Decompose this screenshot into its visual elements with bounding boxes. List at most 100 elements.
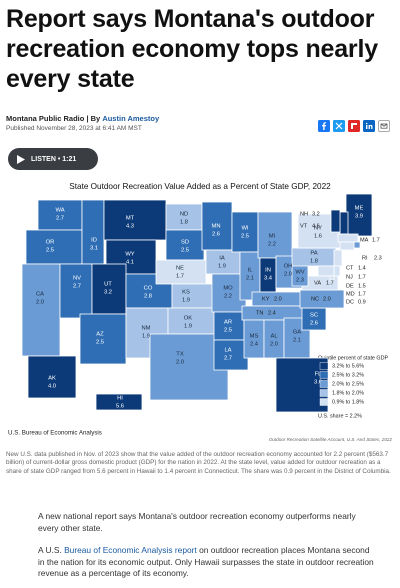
state-value: 3.2 xyxy=(104,290,112,296)
state-shape xyxy=(333,249,343,267)
state-abbr: NV xyxy=(73,276,81,282)
state-value: 2.5 xyxy=(224,328,232,334)
state-abbr: ME xyxy=(355,206,364,212)
paragraph: A new national report says Montana's out… xyxy=(38,511,356,533)
state-shape xyxy=(339,211,349,235)
share-linkedin[interactable] xyxy=(363,120,375,132)
state-abbr: MA xyxy=(360,237,369,243)
state-value: 2.3 xyxy=(374,255,382,261)
state-value: 4.3 xyxy=(126,224,134,230)
state-shape xyxy=(257,211,293,259)
state-value: 4.1 xyxy=(126,260,134,266)
text: on outdoor recreation places Montana sec… xyxy=(38,545,374,578)
state-shape xyxy=(299,289,345,309)
state-value: 3.1 xyxy=(90,246,98,252)
state-value: 2.7 xyxy=(56,216,64,222)
legend-swatch xyxy=(319,398,329,406)
state-value: 2.0 xyxy=(176,360,184,366)
state-value: 1.9 xyxy=(184,324,192,330)
state-abbr: KY xyxy=(262,296,270,302)
author-link[interactable]: Austin Amestoy xyxy=(102,114,160,123)
text: A U.S. xyxy=(38,545,65,555)
state-value: 2.1 xyxy=(246,276,254,282)
state-abbr: MD xyxy=(346,291,355,297)
state-shape xyxy=(213,339,249,371)
share-email[interactable] xyxy=(378,120,390,132)
state-abbr: MI xyxy=(269,234,276,240)
state-shape xyxy=(213,311,245,341)
state-shape xyxy=(333,265,341,277)
state-abbr: GA xyxy=(293,330,302,336)
state-shape xyxy=(317,265,335,277)
state-abbr: NM xyxy=(141,326,150,332)
state-shape xyxy=(103,199,167,241)
listen-button[interactable]: LISTEN • 1:21 xyxy=(8,148,98,170)
state-value: 2.0 xyxy=(323,296,331,302)
state-value: 2.0 xyxy=(284,272,292,278)
share-x[interactable] xyxy=(333,120,345,132)
state-abbr: AL xyxy=(270,334,278,340)
state-abbr: WI xyxy=(241,226,248,232)
map-figure: State Outdoor Recreation Value Added as … xyxy=(0,178,400,446)
map-source-note: Outdoor Recreation Satellite Account, U.… xyxy=(269,437,393,442)
state-value: 1.5 xyxy=(358,283,366,289)
state-abbr: NE xyxy=(176,266,184,272)
state-abbr: VA xyxy=(314,280,321,286)
state-abbr: SD xyxy=(181,240,189,246)
state-abbr: WV xyxy=(295,270,304,276)
byline-prefix: | By xyxy=(86,114,101,123)
state-abbr: IN xyxy=(265,268,271,274)
state-abbr: OH xyxy=(284,264,293,270)
state-value: 1.7 xyxy=(358,291,366,297)
state-shape xyxy=(205,249,241,275)
state-abbr: OR xyxy=(46,240,55,246)
state-value: 2.8 xyxy=(144,294,152,300)
legend-swatch xyxy=(319,371,329,379)
state-shape xyxy=(81,199,105,265)
state-value: 4.0 xyxy=(48,384,56,390)
map-title: State Outdoor Recreation Value Added as … xyxy=(69,182,331,191)
state-value: 1.9 xyxy=(142,334,150,340)
report-link[interactable]: Bureau of Economic Analysis report xyxy=(64,545,197,555)
state-abbr: ID xyxy=(91,238,97,244)
legend-note: U.S. share = 2.2% xyxy=(318,413,362,419)
state-value: 2.5 xyxy=(181,248,189,254)
state-value: 3.4 xyxy=(264,276,273,282)
state-abbr: CO xyxy=(144,286,153,292)
state-value: 2.6 xyxy=(212,232,220,238)
state-shape xyxy=(21,263,61,357)
state-value: 0.9 xyxy=(358,299,366,305)
state-value: 2.1 xyxy=(293,338,301,344)
share-bar xyxy=(318,120,390,132)
state-shape xyxy=(171,283,215,309)
legend-label: 3.2% to 5.6% xyxy=(332,363,364,369)
share-facebook[interactable] xyxy=(318,120,330,132)
state-shape xyxy=(79,313,127,365)
state-abbr: WA xyxy=(55,208,64,214)
state-shape xyxy=(345,193,373,237)
state-value: 2.7 xyxy=(224,356,232,362)
state-value: 2.5 xyxy=(241,234,249,240)
state-abbr: AR xyxy=(224,320,232,326)
state-value: 1.8 xyxy=(180,220,188,226)
state-abbr: TX xyxy=(176,352,184,358)
state-value: 3.2 xyxy=(312,211,320,217)
state-value: 1.9 xyxy=(182,298,190,304)
share-flipboard[interactable] xyxy=(348,120,360,132)
state-abbr: OK xyxy=(184,316,193,322)
state-value: 1.7 xyxy=(372,237,380,243)
state-abbr: AZ xyxy=(96,332,104,338)
state-value: 2.0 xyxy=(274,296,282,302)
listen-label: LISTEN • 1:21 xyxy=(31,155,77,163)
byline: Montana Public Radio | By Austin Amestoy xyxy=(6,114,159,123)
state-value: 2.3 xyxy=(296,278,304,284)
state-abbr: ND xyxy=(180,212,188,218)
state-abbr: PA xyxy=(310,251,317,257)
state-abbr: MT xyxy=(126,216,135,222)
state-abbr: KS xyxy=(182,290,190,296)
state-abbr: DC xyxy=(346,299,354,305)
publish-date: Published November 28, 2023 at 6:41 AM M… xyxy=(6,125,142,132)
state-abbr: NC xyxy=(311,296,319,302)
state-value: 1.7 xyxy=(326,280,334,286)
